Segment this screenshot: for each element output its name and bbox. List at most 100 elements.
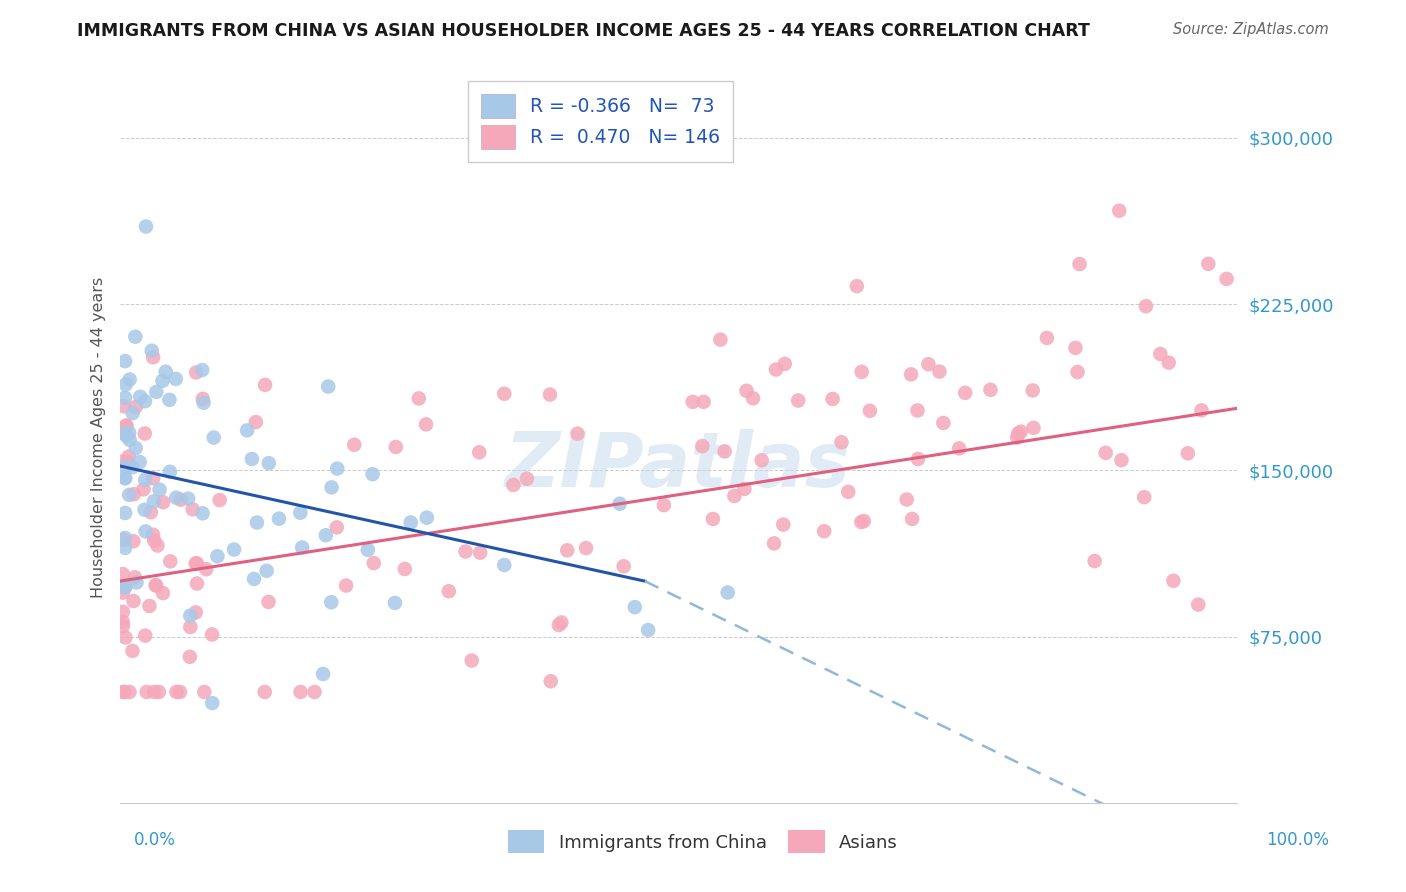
Point (142, 527, 165, 541)
Point (179, 608, 201, 623)
Point (907, 452, 929, 467)
Point (468, 445, 491, 459)
Point (470, 546, 492, 560)
Point (152, 586, 174, 600)
Point (111, 605, 134, 619)
Point (124, 330, 146, 344)
Point (114, 581, 136, 595)
Point (125, 575, 148, 590)
Point (502, 478, 524, 492)
Point (267, 511, 290, 525)
Point (1007, 426, 1029, 441)
Point (291, 541, 314, 555)
Point (454, 544, 477, 558)
Text: 100.0%: 100.0% (1265, 830, 1329, 848)
Point (1157, 356, 1180, 370)
Point (193, 396, 215, 410)
Point (114, 377, 136, 392)
Point (928, 365, 950, 379)
Point (399, 516, 422, 530)
Point (637, 623, 659, 637)
Point (901, 512, 924, 526)
Point (134, 473, 156, 487)
Point (142, 350, 165, 364)
Point (148, 685, 170, 699)
Point (1064, 341, 1087, 355)
Point (184, 606, 207, 620)
Point (623, 600, 645, 615)
Point (114, 685, 136, 699)
Point (117, 455, 139, 469)
Point (763, 536, 786, 550)
Point (555, 543, 578, 558)
Point (1191, 403, 1213, 417)
Point (896, 492, 918, 507)
Point (494, 386, 516, 401)
Point (312, 667, 335, 681)
Point (765, 362, 787, 376)
Point (135, 685, 157, 699)
Point (186, 557, 208, 571)
Point (170, 492, 193, 507)
Text: 0.0%: 0.0% (134, 830, 176, 848)
Point (118, 433, 141, 447)
Point (115, 428, 138, 442)
Point (787, 393, 810, 408)
Point (845, 279, 868, 293)
Point (112, 399, 135, 413)
Point (243, 572, 266, 586)
Point (125, 441, 148, 455)
Point (114, 427, 136, 442)
Point (122, 594, 145, 608)
Text: IMMIGRANTS FROM CHINA VS ASIAN HOUSEHOLDER INCOME AGES 25 - 44 YEARS CORRELATION: IMMIGRANTS FROM CHINA VS ASIAN HOUSEHOLD… (77, 22, 1090, 40)
Point (516, 472, 538, 486)
Point (111, 585, 134, 599)
Point (1022, 384, 1045, 398)
Point (134, 426, 156, 441)
Point (246, 516, 269, 530)
Point (111, 567, 134, 582)
Point (121, 644, 143, 658)
Point (202, 431, 225, 445)
Point (1163, 574, 1185, 588)
Point (122, 487, 145, 501)
Point (567, 426, 589, 441)
Point (932, 416, 955, 430)
Point (1135, 299, 1157, 313)
Point (146, 539, 169, 553)
Point (1010, 425, 1032, 439)
Point (112, 533, 135, 547)
Point (735, 384, 758, 398)
Point (1108, 203, 1130, 218)
Point (315, 528, 337, 542)
Point (709, 333, 731, 347)
Point (692, 394, 714, 409)
Point (114, 631, 136, 645)
Point (114, 531, 136, 545)
Point (179, 620, 201, 634)
Point (139, 505, 162, 519)
Point (1111, 453, 1133, 467)
Point (256, 564, 278, 578)
Point (290, 685, 312, 699)
Point (1069, 257, 1091, 271)
Point (135, 524, 157, 539)
Point (135, 219, 157, 234)
Point (184, 557, 207, 571)
Point (254, 378, 277, 392)
Point (118, 685, 141, 699)
Point (240, 452, 263, 467)
Point (326, 520, 349, 534)
Point (416, 510, 439, 524)
Point (415, 417, 437, 432)
Point (547, 618, 569, 632)
Point (1133, 490, 1156, 504)
Point (907, 403, 929, 417)
Point (1187, 598, 1209, 612)
Point (575, 541, 598, 555)
Point (900, 368, 922, 382)
Point (851, 365, 873, 379)
Text: Source: ZipAtlas.com: Source: ZipAtlas.com (1173, 22, 1329, 37)
Point (193, 685, 215, 699)
Point (460, 654, 482, 668)
